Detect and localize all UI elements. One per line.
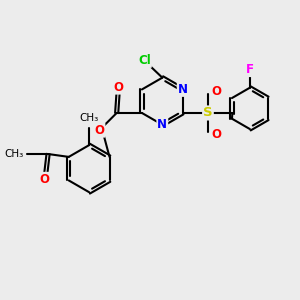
- Text: O: O: [113, 81, 123, 94]
- Text: F: F: [246, 63, 254, 76]
- Text: CH₃: CH₃: [80, 113, 99, 123]
- Text: O: O: [211, 85, 221, 98]
- Text: S: S: [203, 106, 213, 119]
- Text: O: O: [94, 124, 104, 137]
- Text: N: N: [157, 118, 167, 131]
- Text: CH₃: CH₃: [5, 149, 24, 159]
- Text: N: N: [178, 83, 188, 96]
- Text: O: O: [211, 128, 221, 141]
- Text: O: O: [39, 173, 49, 186]
- Text: Cl: Cl: [138, 54, 151, 67]
